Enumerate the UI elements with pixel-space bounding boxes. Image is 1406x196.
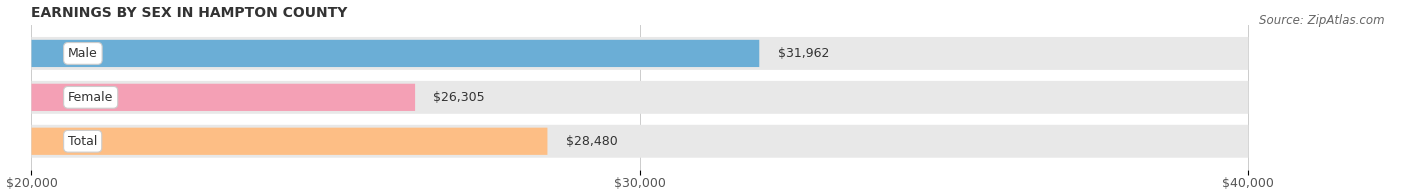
Text: Source: ZipAtlas.com: Source: ZipAtlas.com [1260,14,1385,27]
Text: Female: Female [67,91,114,104]
FancyBboxPatch shape [31,128,547,155]
Text: Total: Total [67,135,97,148]
FancyBboxPatch shape [31,37,1249,70]
Text: $26,305: $26,305 [433,91,485,104]
Text: Male: Male [67,47,98,60]
FancyBboxPatch shape [31,125,1249,158]
Text: EARNINGS BY SEX IN HAMPTON COUNTY: EARNINGS BY SEX IN HAMPTON COUNTY [31,5,347,20]
FancyBboxPatch shape [31,84,415,111]
Text: $28,480: $28,480 [565,135,617,148]
FancyBboxPatch shape [31,40,759,67]
Text: $31,962: $31,962 [778,47,830,60]
FancyBboxPatch shape [31,81,1249,114]
